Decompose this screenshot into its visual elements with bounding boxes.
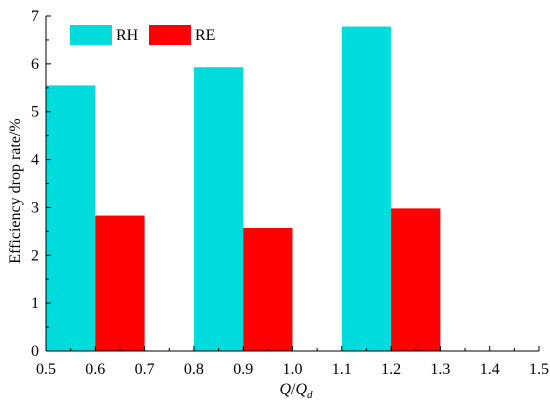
axes-layer (45, 15, 540, 352)
legend-label-rh: RH (116, 27, 139, 44)
x-tick-label: 1.0 (283, 361, 303, 378)
x-tick-label: 1.4 (480, 361, 500, 378)
legend-label-re: RE (195, 27, 215, 44)
bar-re-3 (391, 208, 441, 351)
x-axis-title-qd: Q (295, 381, 307, 398)
y-tick-label: 5 (31, 104, 39, 121)
y-tick-label: 6 (31, 56, 39, 73)
x-tick-label: 1.2 (381, 361, 401, 378)
x-axis-title-q: Q (279, 381, 291, 398)
x-tick-label: 0.8 (184, 361, 204, 378)
bar-re-2 (243, 228, 293, 351)
y-tick-label: 4 (31, 152, 39, 169)
y-tick-label: 2 (31, 247, 39, 264)
x-axis-title-sep: / (291, 381, 296, 398)
x-tick-label: 0.9 (233, 361, 253, 378)
legend-swatch-rh (70, 25, 112, 45)
bar-rh-2 (193, 67, 244, 351)
y-tick-label: 3 (31, 199, 39, 216)
x-tick-label: 0.6 (85, 361, 105, 378)
legend: RH RE (70, 25, 215, 45)
x-tick-label: 1.1 (332, 361, 352, 378)
x-tick-label: 0.5 (36, 361, 56, 378)
y-tick-label: 1 (31, 295, 39, 312)
tick-labels-layer: 0.5 0.6 0.7 0.8 0.9 1.0 1.1 1.2 1.3 1.4 1.5 0 1 2 3 4 5 6… (31, 8, 549, 378)
y-tick-label: 0 (31, 343, 39, 360)
x-tick-label: 1.5 (529, 361, 549, 378)
x-axis-title: Q/Qd (279, 381, 313, 401)
x-axis-title-sub: d (307, 389, 313, 401)
y-tick-label: 7 (31, 8, 39, 25)
bar-rh-3 (341, 26, 392, 352)
x-tick-label: 0.7 (135, 361, 155, 378)
x-tick-label: 1.3 (430, 361, 450, 378)
bar-rh-1 (46, 85, 96, 352)
bar-re-1 (95, 215, 145, 351)
y-axis-title: Efficiency drop rate/% (7, 118, 24, 263)
legend-swatch-re (149, 25, 191, 45)
bars-layer (46, 26, 441, 352)
